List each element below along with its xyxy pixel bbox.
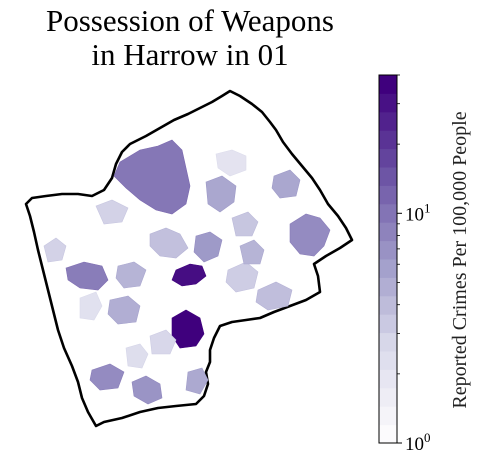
map-title: Possession of Weapons in Harrow in 01 — [0, 4, 380, 72]
colorbar-band — [379, 295, 397, 315]
colorbar-label: Reported Crimes Per 100,000 People — [449, 111, 471, 408]
colorbar-band — [379, 75, 397, 94]
colorbar-band — [379, 277, 397, 297]
colorbar-band — [379, 314, 397, 334]
area-layer — [43, 139, 331, 405]
colorbar-band — [379, 332, 397, 352]
map-area — [171, 263, 207, 287]
map-area — [255, 281, 293, 311]
colorbar-band — [379, 351, 397, 370]
colorbar-band — [379, 259, 397, 278]
colorbar-band — [379, 130, 397, 150]
colorbar-tick-label: 101 — [405, 200, 431, 225]
map-area — [239, 239, 265, 265]
colorbar-band — [379, 424, 397, 444]
colorbar-band — [379, 167, 397, 186]
colorbar-band — [379, 111, 397, 131]
map-area — [149, 227, 189, 259]
map-area — [115, 261, 147, 289]
map-area — [43, 237, 67, 263]
map-area — [271, 169, 301, 199]
map-area — [113, 139, 191, 215]
map-area — [149, 329, 177, 355]
colorbar-tick-label: 100 — [405, 430, 431, 455]
colorbar: 100 101 — [378, 74, 431, 455]
map-area — [289, 213, 331, 257]
map-area — [125, 343, 149, 369]
colorbar-band — [379, 387, 397, 407]
map-area — [65, 261, 109, 291]
map-area — [107, 295, 141, 325]
map-area — [131, 375, 163, 405]
title-line-1: Possession of Weapons — [46, 3, 334, 38]
map-area — [205, 175, 237, 213]
colorbar-band — [379, 93, 397, 113]
title-line-2: in Harrow in 01 — [91, 37, 289, 72]
colorbar-band — [379, 240, 397, 260]
map-area — [89, 363, 125, 391]
map-area — [231, 211, 259, 237]
map-area — [185, 367, 209, 395]
borough-outline — [24, 89, 354, 428]
map-area — [95, 199, 129, 225]
map-area — [193, 231, 223, 263]
colorbar-band — [379, 222, 397, 242]
map-area — [79, 291, 103, 321]
colorbar-band — [379, 406, 397, 426]
colorbar-band — [379, 185, 397, 205]
colorbar-band — [379, 369, 397, 389]
colorbar-frame — [378, 74, 398, 444]
colorbar-band — [379, 203, 397, 223]
colorbar-band — [379, 148, 397, 168]
map-area — [215, 149, 247, 177]
